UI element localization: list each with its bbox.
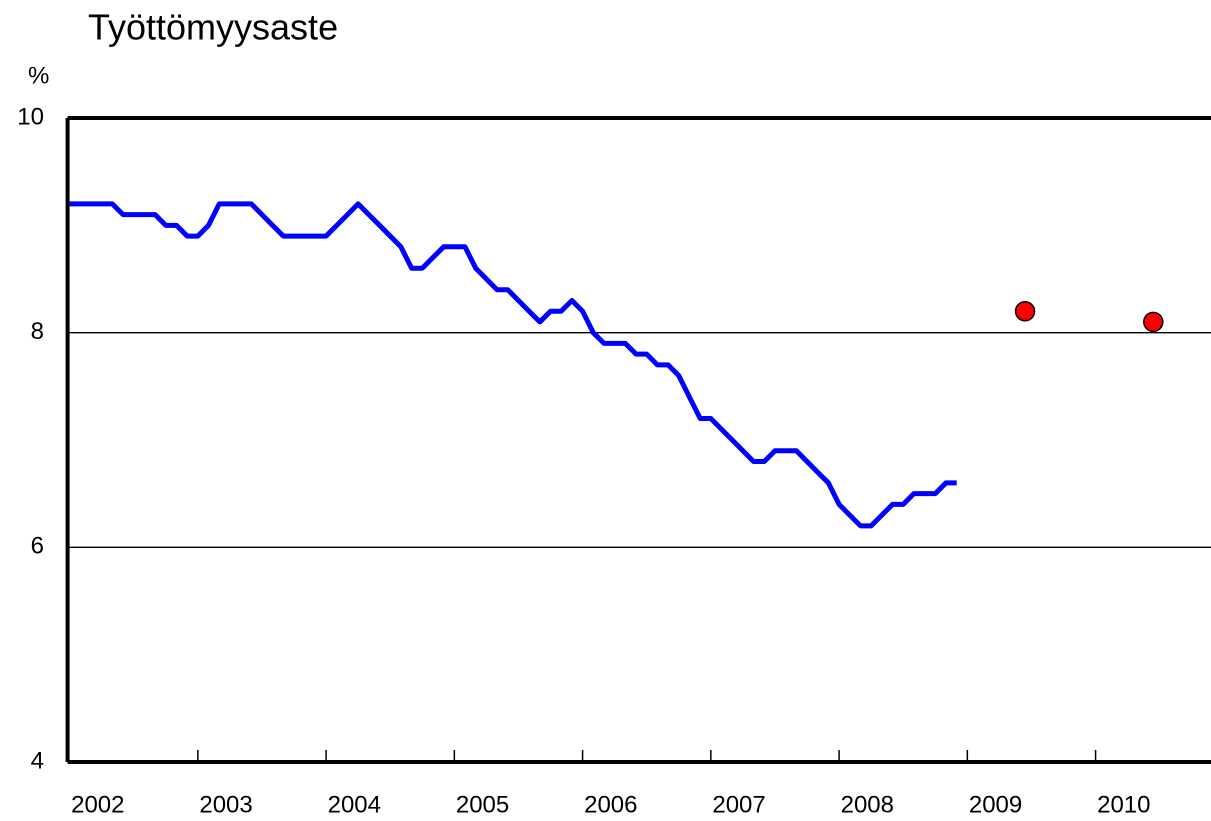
- data-line: [69, 201, 957, 529]
- y-axis-label: %: [28, 62, 49, 89]
- y-tick-label: 10: [17, 103, 44, 130]
- x-tick-label: 2003: [199, 791, 252, 818]
- forecast-point: [1014, 300, 1036, 322]
- x-tick-label: 2008: [841, 791, 894, 818]
- y-tick-label: 6: [31, 533, 44, 560]
- chart-title: Työttömyysaste: [88, 7, 338, 48]
- x-tick-label: 2002: [71, 791, 124, 818]
- forecast-point: [1143, 311, 1164, 333]
- x-tick-label: 2005: [456, 791, 509, 818]
- x-tick-label: 2010: [1097, 791, 1150, 818]
- x-tick-label: 2007: [712, 791, 765, 818]
- y-tick-label: 4: [31, 747, 44, 774]
- x-tick-label: 2004: [328, 791, 381, 818]
- y-tick-label: 8: [31, 318, 44, 345]
- x-tick-label: 2006: [584, 791, 637, 818]
- x-tick-label: 2009: [969, 791, 1022, 818]
